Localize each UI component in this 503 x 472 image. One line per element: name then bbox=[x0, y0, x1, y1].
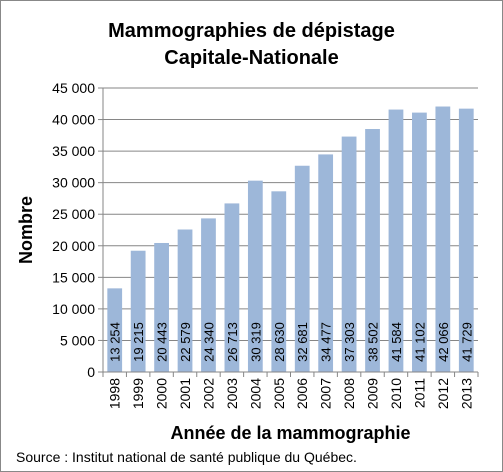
x-tick-label: 2002 bbox=[200, 378, 216, 409]
x-tick-label: 2000 bbox=[154, 378, 170, 409]
bar bbox=[154, 242, 169, 372]
value-label: 38 502 bbox=[366, 322, 381, 362]
value-label: 37 303 bbox=[342, 322, 357, 362]
x-tick-label: 1999 bbox=[130, 378, 146, 409]
value-label: 20 443 bbox=[155, 322, 170, 362]
x-tick-label: 2008 bbox=[341, 378, 357, 409]
bar bbox=[130, 250, 146, 372]
x-tick-label: 2005 bbox=[271, 378, 287, 409]
value-label: 26 713 bbox=[225, 322, 240, 362]
bar bbox=[107, 288, 123, 372]
x-tick-label: 2010 bbox=[388, 378, 404, 409]
value-label: 32 681 bbox=[295, 322, 310, 362]
chart-subtitle: Capitale-Nationale bbox=[164, 47, 339, 69]
bar bbox=[435, 106, 451, 373]
y-tick-labels: 0 5 000 10 000 15 000 20 000 25 000 30 000 35 0… bbox=[52, 80, 95, 380]
x-tick-labels: 1998 1999 2000 2001 2002 2003 2004 2005 2006 2007… bbox=[107, 378, 475, 409]
source-note: Source : Institut national de santé publ… bbox=[16, 449, 357, 465]
x-axis-label: Année de la mammographie bbox=[170, 423, 410, 443]
x-tick-label: 2012 bbox=[435, 378, 451, 409]
value-label: 41 729 bbox=[459, 322, 474, 362]
value-label: 41 102 bbox=[412, 322, 427, 362]
bar bbox=[458, 108, 474, 372]
y-tick-label: 5 000 bbox=[60, 332, 95, 348]
chart-title: Mammographies de dépistage bbox=[108, 20, 395, 42]
bar bbox=[201, 218, 216, 372]
y-tick-label: 35 000 bbox=[52, 143, 95, 159]
value-label: 22 579 bbox=[178, 322, 193, 362]
bar bbox=[271, 191, 287, 372]
value-labels: 13 254 19 215 20 443 22 579 24 340 26 713 30 3… bbox=[108, 322, 475, 362]
x-tick-label: 2004 bbox=[247, 378, 263, 409]
bar bbox=[224, 203, 240, 372]
bar bbox=[341, 136, 357, 372]
bar bbox=[412, 112, 427, 372]
y-tick-label: 0 bbox=[87, 364, 95, 380]
bar bbox=[177, 229, 193, 372]
value-label: 41 584 bbox=[389, 322, 404, 362]
y-tick-label: 25 000 bbox=[52, 206, 95, 222]
y-tick-label: 20 000 bbox=[52, 238, 95, 254]
value-label: 34 477 bbox=[319, 322, 334, 362]
bars bbox=[107, 106, 474, 373]
value-label: 42 066 bbox=[436, 322, 451, 362]
bar bbox=[318, 154, 334, 372]
x-tick-label: 2007 bbox=[318, 378, 334, 409]
value-label: 28 630 bbox=[272, 322, 287, 362]
value-label: 19 215 bbox=[131, 322, 146, 362]
y-tick-label: 10 000 bbox=[52, 301, 95, 317]
x-tick-label: 2001 bbox=[177, 378, 193, 409]
bar bbox=[388, 109, 404, 373]
x-tick-label: 2011 bbox=[411, 378, 427, 408]
bar bbox=[365, 129, 380, 372]
value-label: 13 254 bbox=[108, 322, 123, 362]
value-label: 30 319 bbox=[248, 322, 263, 362]
y-tick-label: 30 000 bbox=[52, 175, 95, 191]
axes bbox=[102, 88, 478, 373]
y-axis-label: Nombre bbox=[16, 196, 36, 264]
bar bbox=[247, 180, 263, 372]
x-tick-label: 2006 bbox=[294, 378, 310, 409]
bar bbox=[294, 165, 310, 372]
value-label: 24 340 bbox=[201, 322, 216, 362]
y-tick-label: 45 000 bbox=[52, 80, 95, 96]
y-tick-label: 15 000 bbox=[52, 269, 95, 285]
x-tick-label: 2003 bbox=[224, 378, 240, 409]
y-tick-label: 40 000 bbox=[52, 112, 95, 128]
x-tick-label: 1998 bbox=[107, 378, 123, 409]
x-tick-label: 2009 bbox=[365, 378, 381, 409]
x-tick-label: 2013 bbox=[458, 378, 474, 409]
